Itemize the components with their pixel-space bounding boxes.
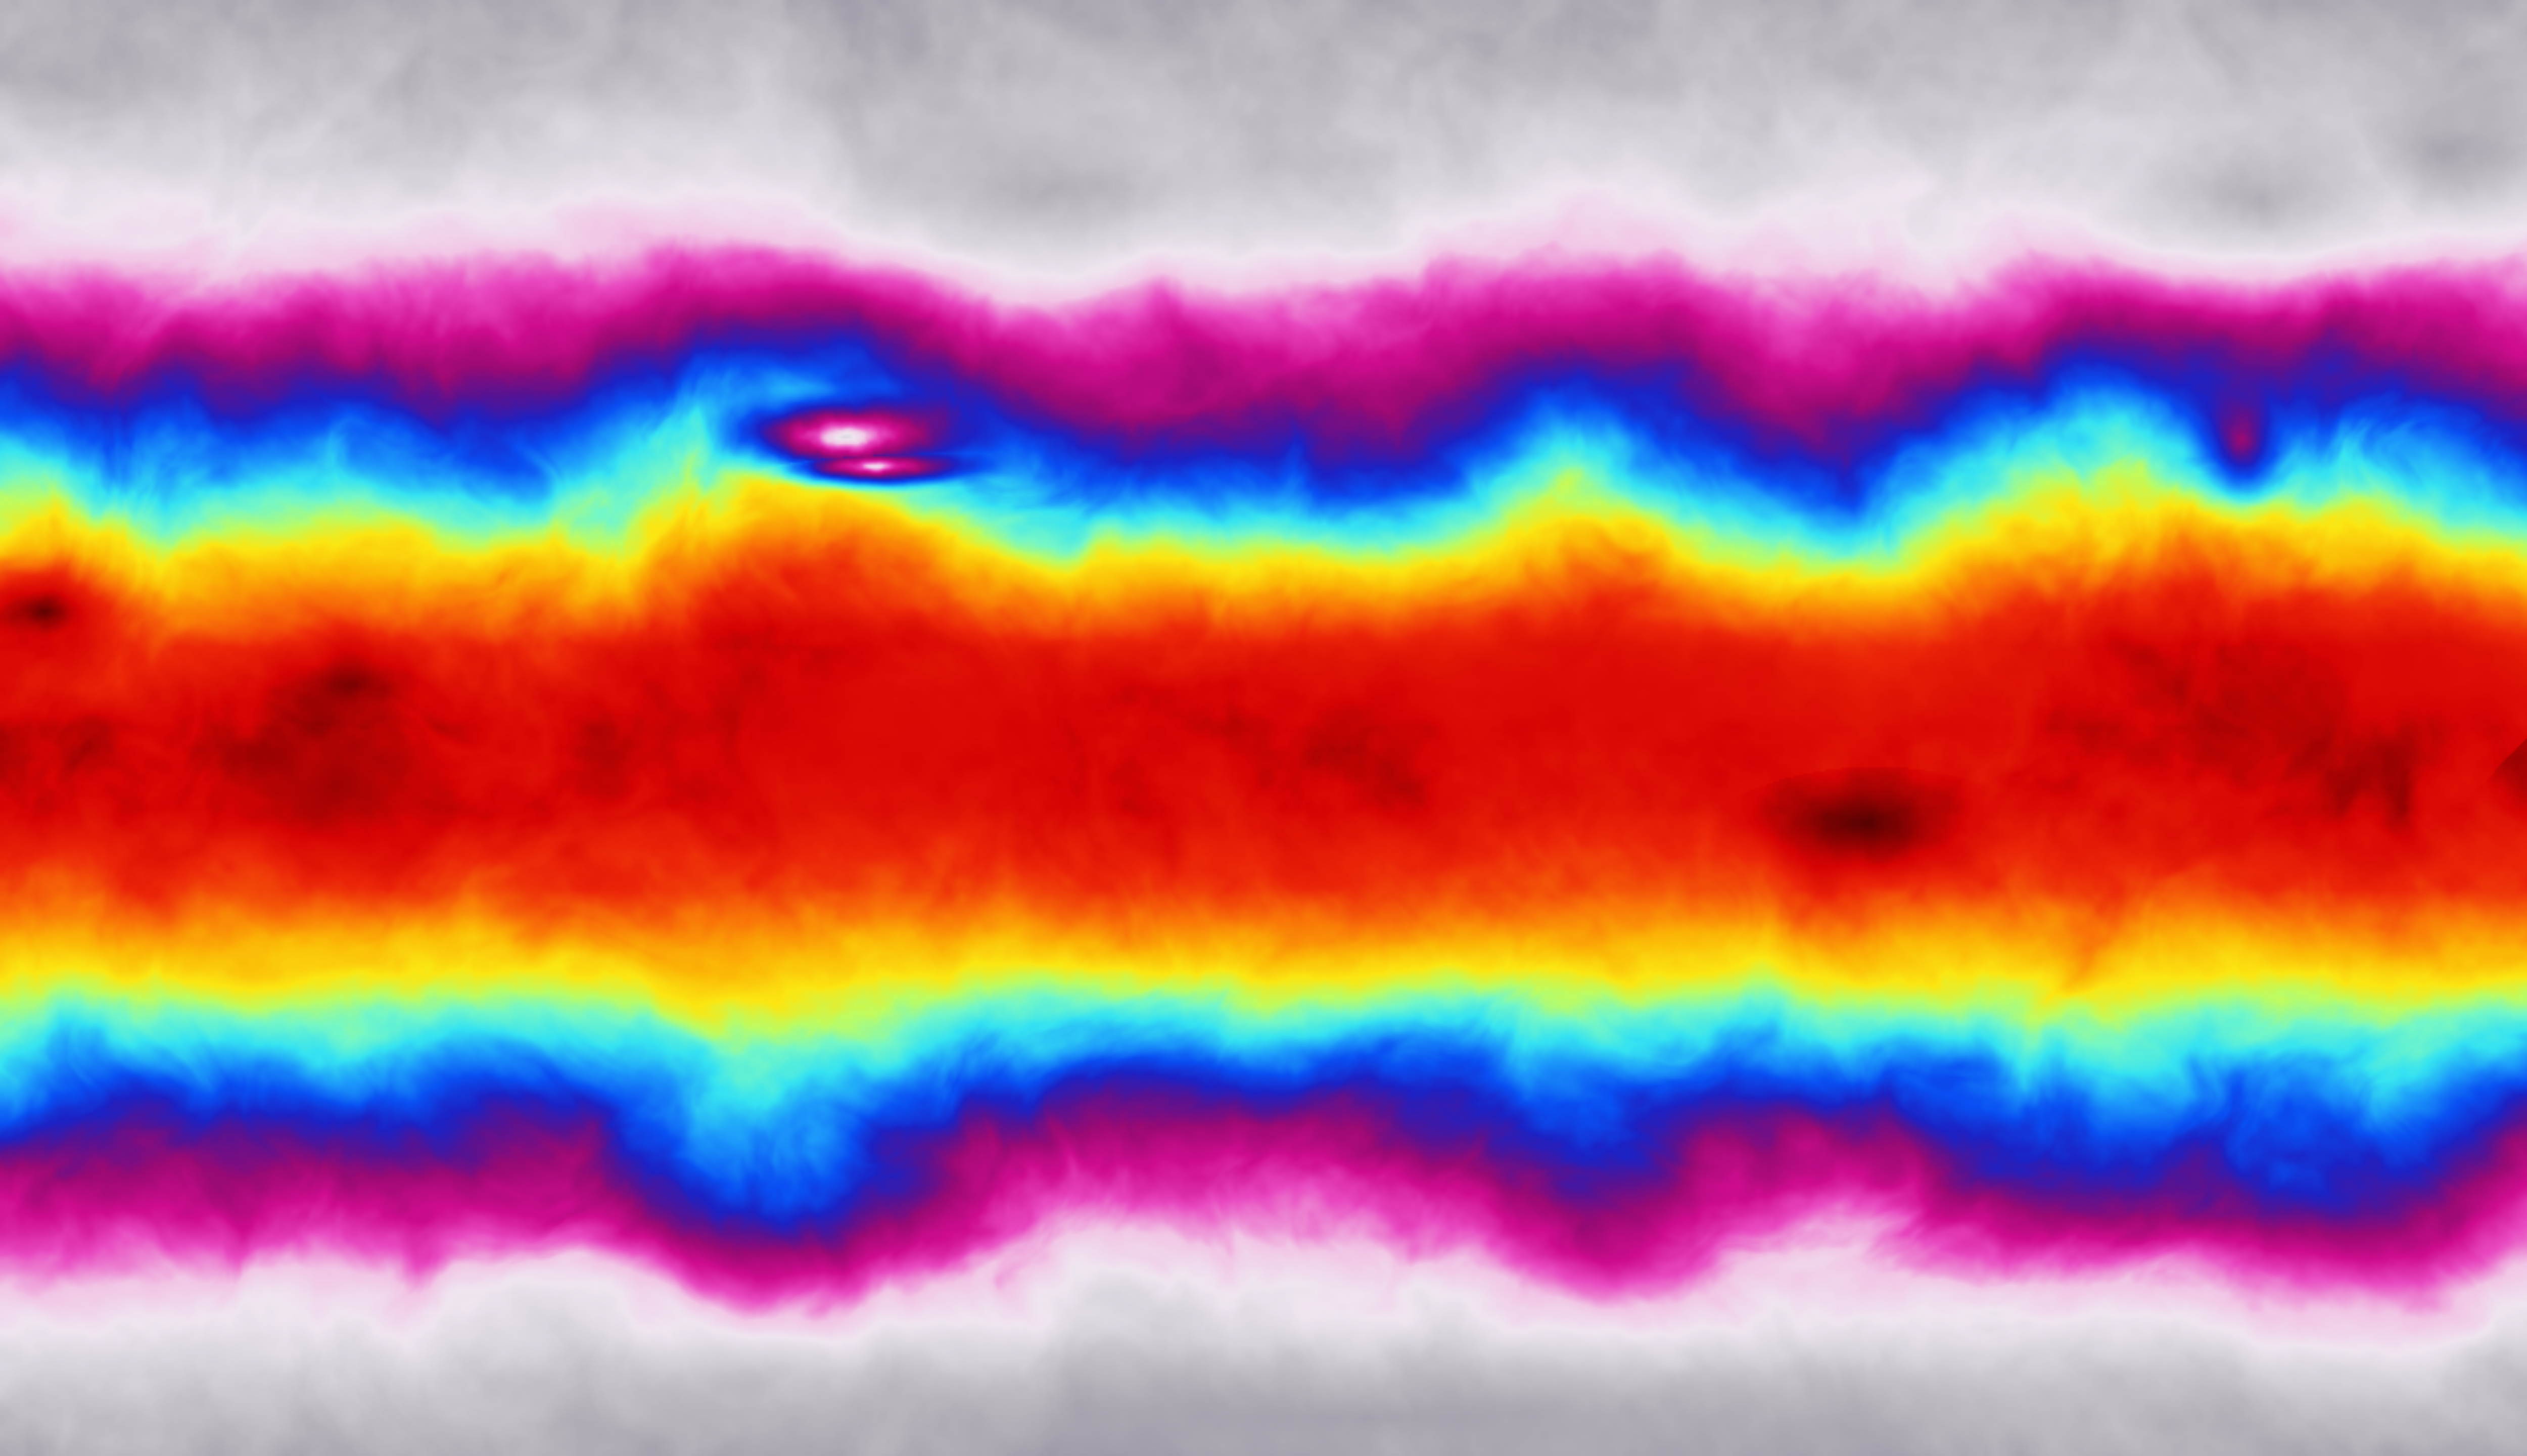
temperature-map-viewport: [0, 0, 2527, 1456]
global-temperature-heatmap: [0, 0, 2527, 1456]
